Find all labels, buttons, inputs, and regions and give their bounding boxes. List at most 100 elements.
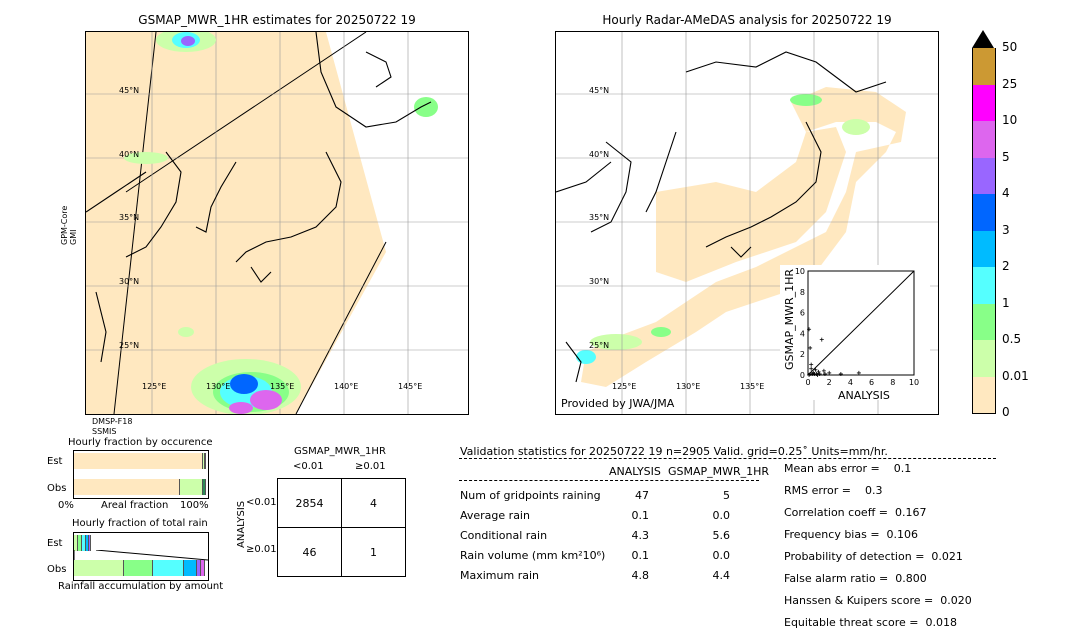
map-grid	[86, 32, 468, 414]
stat-label: Average rain	[460, 509, 530, 522]
lat-label-30: 30°N	[119, 277, 140, 286]
scatter-xlabel: ANALYSIS	[838, 389, 890, 402]
colorbar-label: 0.01	[1002, 368, 1029, 383]
stat-gsmap-value: 0.0	[712, 509, 731, 522]
coastlines	[86, 32, 432, 363]
fraction-occurrence-title: Hourly fraction by occurence	[68, 437, 213, 448]
contingency-row-1: <0.01	[246, 497, 277, 508]
scatter-point	[816, 369, 821, 374]
total-connector	[74, 550, 208, 561]
lon-label-125-r: 125°E	[612, 382, 637, 391]
contingency-cell: 2854	[277, 478, 342, 528]
score-line: Probability of detection = 0.021	[784, 550, 963, 563]
colorbar-segment	[972, 267, 996, 304]
fraction-segment	[153, 560, 184, 576]
colorbar: 50 25 10 5 4 3 2 1 0.5 0.01 0	[972, 30, 1052, 419]
axis-right-label: 100%	[180, 500, 209, 511]
lon-label-140: 140°E	[334, 382, 359, 391]
colorbar-label: 50	[1002, 40, 1018, 54]
colorbar-segment	[972, 194, 996, 231]
scatter-x-tick: 2	[827, 378, 832, 387]
stat-label: Rain volume (mm km²10⁶)	[460, 549, 606, 562]
swath-edge-line	[113, 32, 157, 414]
rain-field	[124, 32, 438, 414]
occurrence-obs-bar	[74, 479, 208, 495]
stat-gsmap-value: 0.0	[712, 549, 731, 562]
lon-label-130: 130°E	[206, 382, 231, 391]
contingency-row-2: ≥0.01	[246, 544, 277, 555]
validation-divider	[459, 458, 996, 459]
lon-label-125: 125°E	[142, 382, 167, 391]
axis-mid-label: Areal fraction	[101, 500, 169, 511]
lat-label-25: 25°N	[119, 341, 140, 350]
scatter-y-tick: 6	[800, 309, 805, 318]
lat-label-35-r: 35°N	[589, 213, 610, 222]
total-obs-bar	[74, 560, 208, 576]
total-obs-label: Obs	[47, 564, 67, 575]
validation-subdivider	[459, 480, 759, 481]
scatter-point	[809, 366, 814, 371]
validation-header: Validation statistics for 20250722 19 n=…	[460, 445, 888, 458]
score-line: RMS error = 0.3	[784, 484, 883, 497]
colorbar-label: 25	[1002, 76, 1018, 91]
score-line: Mean abs error = 0.1	[784, 462, 912, 475]
fraction-segment	[74, 479, 180, 495]
sensor-label-gpm: GPM-Core GMI	[60, 206, 78, 245]
fraction-segment	[200, 560, 205, 576]
swath-edge-line	[295, 241, 387, 414]
col-gsmap: GSMAP_MWR_1HR	[668, 465, 770, 478]
scatter-point	[838, 371, 843, 376]
scatter-y-tick: 8	[800, 288, 805, 297]
fraction-segment	[85, 535, 89, 551]
scatter-point	[815, 373, 820, 377]
scatter-diagonal	[807, 270, 915, 376]
stat-analysis-value: 0.1	[631, 549, 650, 562]
colorbar-segment	[972, 340, 996, 377]
contingency-cell: 4	[341, 478, 406, 528]
lat-label-40-r: 40°N	[589, 150, 610, 159]
fraction-est-label: Est	[47, 456, 63, 467]
lat-label-25-r: 25°N	[589, 341, 610, 350]
colorbar-segment	[972, 84, 996, 121]
colorbar-top-arrow	[972, 30, 994, 48]
stat-gsmap-value: 5	[723, 489, 730, 502]
scatter-point	[817, 371, 822, 376]
swath-edge-line	[125, 32, 367, 193]
score-line: Correlation coeff = 0.167	[784, 506, 927, 519]
score-line: Equitable threat score = 0.018	[784, 616, 957, 629]
total-footer: Rainfall accumulation by amount	[58, 581, 224, 592]
fraction-segment	[74, 535, 78, 551]
scatter-point	[809, 362, 814, 367]
sensor-label-gpm-2: GMI	[69, 229, 78, 245]
data-credit: Provided by JWA/JMA	[561, 397, 675, 410]
scatter-point	[807, 327, 812, 332]
scatter-y-tick: 2	[800, 350, 805, 359]
score-line: False alarm ratio = 0.800	[784, 572, 927, 585]
axis-left-label: 0%	[58, 500, 74, 511]
lon-label-130-r: 130°E	[676, 382, 701, 391]
scatter-point	[822, 371, 827, 376]
right-map-title: Hourly Radar-AMeDAS analysis for 2025072…	[602, 13, 892, 27]
scatter-point	[813, 367, 818, 372]
colorbar-label: 4	[1002, 186, 1010, 200]
fraction-segment	[196, 560, 201, 576]
fraction-segment	[88, 535, 92, 551]
total-est-label: Est	[47, 538, 63, 549]
sensor-label-dmsp-1: DMSP-F18	[92, 417, 133, 426]
lat-label-40: 40°N	[119, 150, 140, 159]
total-est-bar	[74, 535, 208, 551]
no-data-region	[296, 32, 468, 414]
fraction-obs-label: Obs	[47, 483, 67, 494]
fraction-segment	[179, 479, 204, 495]
score-line: Hanssen & Kuipers score = 0.020	[784, 594, 972, 607]
sensor-label-dmsp-2: SSMIS	[92, 427, 117, 436]
fraction-segment	[183, 560, 197, 576]
colorbar-label: 3	[1002, 222, 1010, 237]
contingency-title: GSMAP_MWR_1HR	[294, 446, 386, 457]
lon-label-135-r: 135°E	[740, 382, 765, 391]
fraction-segment	[74, 560, 125, 576]
colorbar-label: 10	[1002, 113, 1018, 127]
lon-label-135: 135°E	[270, 382, 295, 391]
fraction-segment	[203, 479, 206, 495]
colorbar-label: 0	[1002, 405, 1010, 419]
